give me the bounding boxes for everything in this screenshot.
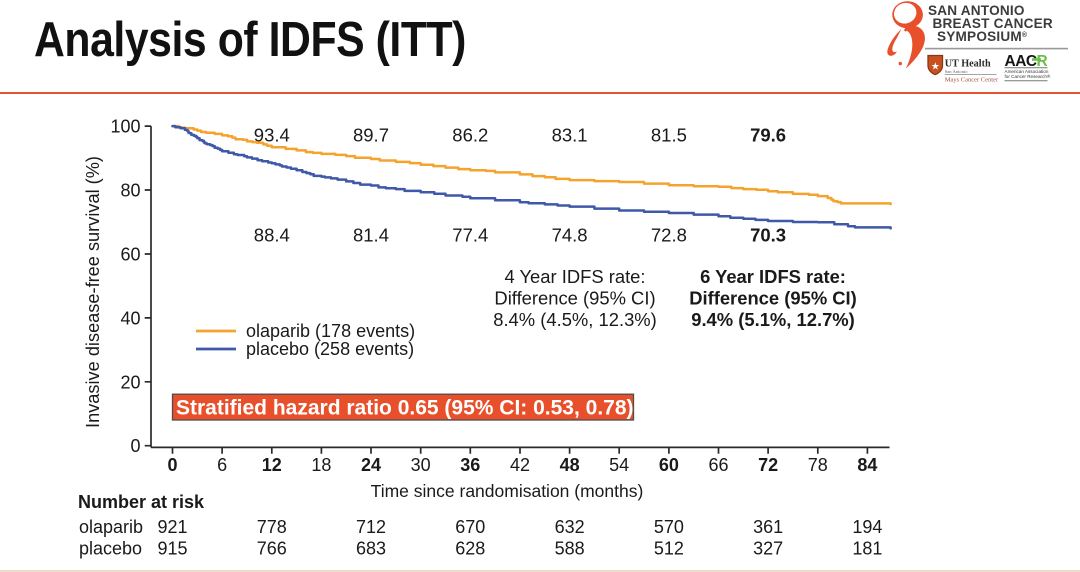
- svg-text:Invasive disease-free survival: Invasive disease-free survival (%): [83, 156, 103, 428]
- svg-text:9.4% (5.1%, 12.7%): 9.4% (5.1%, 12.7%): [691, 309, 855, 330]
- svg-text:83.1: 83.1: [552, 125, 588, 146]
- svg-text:194: 194: [852, 517, 882, 537]
- svg-text:8.4% (4.5%, 12.3%): 8.4% (4.5%, 12.3%): [493, 309, 657, 330]
- svg-text:★: ★: [931, 62, 940, 73]
- svg-text:24: 24: [361, 455, 381, 475]
- svg-text:361: 361: [753, 517, 783, 537]
- svg-text:for Cancer Research®: for Cancer Research®: [1005, 73, 1051, 79]
- svg-text:SAN ANTONIO: SAN ANTONIO: [928, 3, 1025, 18]
- svg-text:60: 60: [659, 455, 679, 475]
- svg-text:36: 36: [460, 455, 480, 475]
- svg-text:0: 0: [130, 436, 140, 456]
- svg-text:12: 12: [262, 455, 282, 475]
- svg-text:570: 570: [654, 517, 684, 537]
- svg-text:66: 66: [708, 455, 728, 475]
- svg-text:81.4: 81.4: [353, 225, 389, 246]
- svg-text:placebo: placebo: [79, 539, 142, 559]
- svg-text:921: 921: [157, 517, 187, 537]
- svg-text:79.6: 79.6: [750, 125, 786, 146]
- svg-text:SYMPOSIUM®: SYMPOSIUM®: [937, 29, 1028, 44]
- svg-text:UT Health: UT Health: [945, 59, 991, 70]
- svg-text:327: 327: [753, 539, 783, 559]
- svg-text:48: 48: [560, 455, 580, 475]
- svg-text:89.7: 89.7: [353, 125, 389, 146]
- svg-text:R: R: [1037, 53, 1048, 70]
- svg-text:683: 683: [356, 539, 386, 559]
- svg-text:40: 40: [120, 308, 140, 328]
- svg-text:181: 181: [852, 539, 882, 559]
- svg-text:88.4: 88.4: [254, 225, 290, 246]
- svg-text:628: 628: [455, 539, 485, 559]
- svg-text:6 Year IDFS rate:: 6 Year IDFS rate:: [700, 266, 846, 287]
- svg-text:0: 0: [167, 455, 177, 475]
- svg-text:6: 6: [217, 455, 227, 475]
- svg-text:olaparib (178 events): olaparib (178 events): [246, 321, 415, 341]
- svg-text:778: 778: [257, 517, 287, 537]
- svg-text:712: 712: [356, 517, 386, 537]
- svg-text:766: 766: [257, 539, 287, 559]
- svg-text:588: 588: [555, 539, 585, 559]
- svg-text:70.3: 70.3: [750, 225, 786, 246]
- svg-text:632: 632: [555, 517, 585, 537]
- svg-text:915: 915: [157, 539, 187, 559]
- svg-text:4 Year IDFS rate:: 4 Year IDFS rate:: [504, 266, 645, 287]
- svg-text:100: 100: [110, 117, 140, 137]
- svg-text:72.8: 72.8: [651, 225, 687, 246]
- svg-text:86.2: 86.2: [452, 125, 488, 146]
- svg-text:placebo (258 events): placebo (258 events): [246, 339, 414, 359]
- svg-text:Mays Cancer Center: Mays Cancer Center: [945, 77, 999, 84]
- svg-text:84: 84: [857, 455, 877, 475]
- svg-text:Difference (95% CI): Difference (95% CI): [689, 288, 857, 309]
- svg-text:American Association: American Association: [1005, 69, 1049, 74]
- svg-text:54: 54: [609, 455, 629, 475]
- svg-text:42: 42: [510, 455, 530, 475]
- svg-text:60: 60: [120, 245, 140, 265]
- svg-text:Difference (95% CI): Difference (95% CI): [494, 288, 655, 309]
- svg-text:olaparib: olaparib: [79, 517, 143, 537]
- svg-text:BREAST CANCER: BREAST CANCER: [933, 16, 1053, 31]
- svg-text:670: 670: [455, 517, 485, 537]
- svg-text:Stratified hazard ratio 0.65 (: Stratified hazard ratio 0.65 (95% CI: 0.…: [176, 397, 634, 420]
- svg-text:74.8: 74.8: [552, 225, 588, 246]
- svg-text:77.4: 77.4: [452, 225, 488, 246]
- svg-text:81.5: 81.5: [651, 125, 687, 146]
- svg-text:80: 80: [120, 181, 140, 201]
- svg-text:72: 72: [758, 455, 778, 475]
- svg-text:San Antonio: San Antonio: [945, 69, 969, 74]
- svg-text:30: 30: [411, 455, 431, 475]
- svg-text:20: 20: [120, 372, 140, 392]
- svg-text:Time since randomisation (mont: Time since randomisation (months): [371, 481, 644, 501]
- svg-text:18: 18: [311, 455, 331, 475]
- svg-text:Number at risk: Number at risk: [78, 492, 205, 512]
- svg-text:78: 78: [808, 455, 828, 475]
- svg-text:93.4: 93.4: [254, 125, 290, 146]
- svg-text:AAC: AAC: [1005, 53, 1037, 70]
- svg-text:512: 512: [654, 539, 684, 559]
